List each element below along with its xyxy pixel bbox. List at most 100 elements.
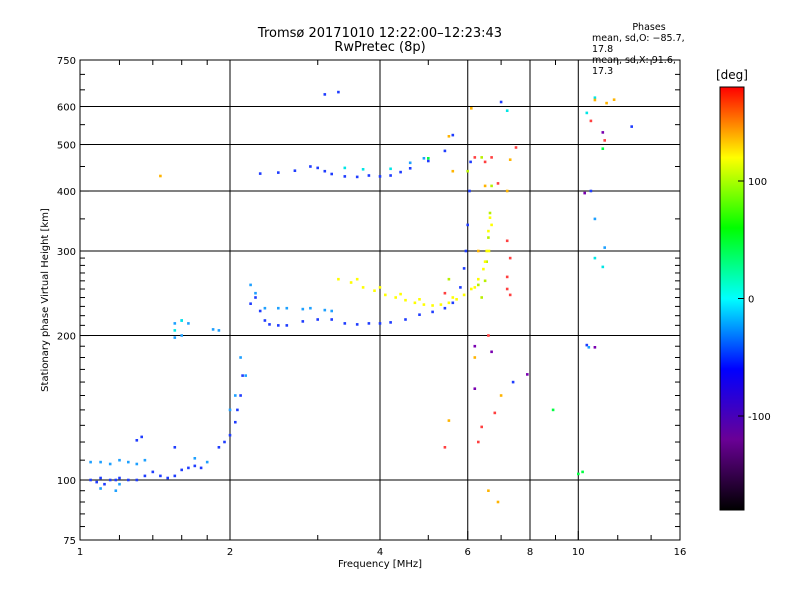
data-point bbox=[485, 260, 488, 263]
data-point bbox=[447, 277, 451, 281]
data-point bbox=[234, 394, 237, 397]
data-point bbox=[505, 275, 509, 279]
y-tick-label: 300 bbox=[57, 247, 76, 258]
data-point bbox=[480, 296, 483, 299]
data-point bbox=[508, 256, 512, 260]
data-point bbox=[581, 470, 584, 474]
data-point bbox=[193, 457, 197, 460]
data-point bbox=[451, 296, 455, 299]
data-point bbox=[309, 306, 312, 310]
y-axis-label: Stationary phase Virtual Height [km] bbox=[40, 208, 51, 392]
x-tick-label: 6 bbox=[465, 547, 471, 558]
data-point bbox=[323, 308, 327, 312]
data-point bbox=[496, 500, 500, 504]
data-point bbox=[277, 171, 280, 174]
data-point bbox=[462, 267, 466, 270]
data-point bbox=[361, 286, 365, 289]
data-point bbox=[127, 460, 130, 464]
data-point bbox=[378, 286, 382, 289]
data-point bbox=[389, 167, 392, 171]
data-point bbox=[367, 174, 371, 177]
data-point bbox=[488, 216, 492, 219]
data-point bbox=[470, 107, 473, 110]
data-point bbox=[487, 334, 490, 337]
data-point bbox=[480, 425, 483, 429]
data-point bbox=[244, 374, 247, 377]
data-point bbox=[361, 168, 365, 171]
data-point bbox=[228, 433, 232, 437]
data-point bbox=[384, 293, 387, 297]
data-point bbox=[389, 321, 392, 324]
data-point bbox=[593, 256, 597, 260]
data-point bbox=[612, 98, 616, 101]
data-point bbox=[603, 139, 606, 142]
data-point bbox=[293, 169, 297, 172]
data-point bbox=[349, 281, 353, 284]
colorbar-tick-label: 100 bbox=[748, 177, 767, 188]
data-point bbox=[355, 175, 359, 179]
y-tick-label: 600 bbox=[57, 103, 76, 114]
data-point bbox=[443, 446, 447, 449]
data-point bbox=[477, 440, 480, 444]
data-point bbox=[355, 277, 359, 281]
data-point bbox=[443, 291, 447, 295]
data-point bbox=[447, 419, 451, 422]
x-tick-label: 8 bbox=[527, 547, 533, 558]
data-point bbox=[477, 277, 480, 281]
x-tick-label: 4 bbox=[377, 547, 383, 558]
data-point bbox=[408, 167, 412, 170]
data-point bbox=[89, 460, 92, 464]
x-tick-label: 16 bbox=[674, 547, 687, 558]
data-point bbox=[487, 229, 490, 233]
y-tick-label: 400 bbox=[57, 187, 76, 198]
data-point bbox=[254, 291, 257, 295]
data-point bbox=[487, 249, 491, 253]
data-point bbox=[422, 157, 426, 160]
data-point bbox=[89, 478, 92, 482]
data-point bbox=[431, 310, 434, 314]
title-line: Tromsø 20171010 12:22:00–12:23:43 bbox=[257, 26, 503, 41]
data-point bbox=[601, 131, 605, 134]
data-point bbox=[499, 394, 503, 397]
data-point bbox=[483, 279, 487, 283]
x-axis-label: Frequency [MHz] bbox=[338, 559, 422, 570]
data-point bbox=[108, 462, 112, 466]
data-point bbox=[593, 217, 597, 221]
data-point bbox=[459, 286, 462, 289]
data-point bbox=[601, 265, 605, 269]
data-point bbox=[277, 306, 280, 310]
data-point bbox=[451, 169, 455, 173]
data-point bbox=[508, 158, 512, 161]
data-point bbox=[601, 147, 605, 150]
data-point bbox=[511, 380, 515, 384]
data-point bbox=[418, 313, 421, 316]
data-point bbox=[483, 260, 487, 263]
axis-layer: 1 2 4 6 8 10 16 75 100 200 300 400 500 600 750 bbox=[57, 56, 686, 558]
data-point bbox=[99, 460, 102, 464]
data-point bbox=[593, 98, 597, 102]
data-point bbox=[422, 303, 426, 306]
data-point bbox=[173, 446, 177, 449]
data-point bbox=[241, 374, 244, 377]
data-point bbox=[127, 478, 130, 482]
data-point bbox=[173, 336, 177, 339]
y-tick-label: 200 bbox=[57, 332, 76, 343]
data-point bbox=[323, 169, 327, 173]
data-point bbox=[551, 408, 555, 412]
data-point bbox=[470, 287, 473, 291]
data-point bbox=[477, 249, 480, 253]
data-point bbox=[254, 296, 257, 299]
data-point bbox=[447, 135, 451, 138]
data-point bbox=[466, 223, 469, 227]
data-point bbox=[399, 292, 402, 296]
data-point bbox=[408, 161, 412, 165]
data-point bbox=[330, 309, 333, 313]
data-point bbox=[199, 466, 203, 470]
data-point bbox=[114, 489, 118, 492]
colorbar-tick-label: 0 bbox=[748, 295, 754, 306]
y-tick-label: 750 bbox=[57, 56, 76, 67]
data-point bbox=[439, 303, 443, 306]
data-point bbox=[211, 328, 215, 331]
data-point bbox=[496, 182, 500, 185]
data-point bbox=[249, 302, 252, 305]
